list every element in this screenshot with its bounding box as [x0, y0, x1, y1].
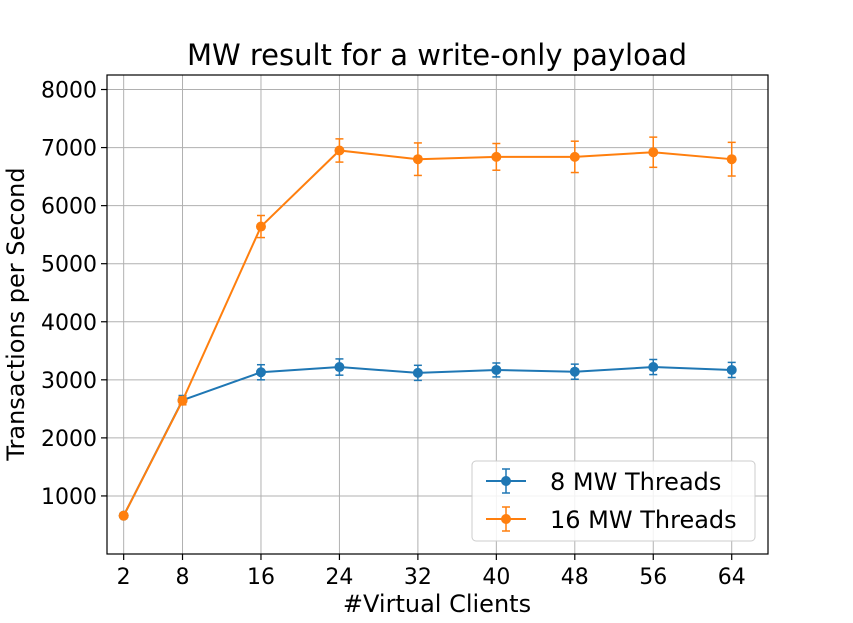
y-tick-label: 1000: [41, 485, 97, 510]
x-tick-label: 8: [176, 565, 190, 590]
x-tick-label: 16: [247, 565, 275, 590]
y-tick-label: 5000: [41, 253, 97, 278]
y-axis-label: Transactions per Second: [2, 167, 30, 461]
x-tick-label: 40: [482, 565, 510, 590]
legend-entries: 8 MW Threads 16 MW Threads: [486, 468, 737, 534]
series-layer: [118, 136, 737, 521]
data-point: [491, 151, 502, 162]
y-tick-label: 7000: [41, 137, 97, 162]
data-point: [412, 154, 423, 165]
legend-box: [471, 460, 756, 542]
y-tick-label: 8000: [41, 79, 97, 104]
x-tick-label: 48: [561, 565, 589, 590]
y-tick-label: 6000: [41, 195, 97, 220]
data-point: [569, 366, 580, 377]
x-tick-label: 24: [325, 565, 353, 590]
legend-entry-1: 8 MW Threads: [486, 468, 721, 496]
data-point: [412, 367, 423, 378]
data-point: [569, 151, 580, 162]
data-point: [726, 364, 737, 375]
data-point: [726, 154, 737, 165]
legend-label: 8 MW Threads: [550, 468, 721, 496]
data-point: [334, 362, 345, 373]
y-tick-label: 4000: [41, 311, 97, 336]
series-2: [118, 136, 737, 521]
chart-title: MW result for a write-only payload: [187, 38, 687, 72]
legend-label: 16 MW Threads: [550, 506, 737, 534]
legend: 8 MW Threads 16 MW Threads: [471, 460, 756, 542]
legend-entry-2: 16 MW Threads: [486, 506, 737, 534]
data-point: [334, 145, 345, 156]
y-tick-label: 3000: [41, 369, 97, 394]
x-tick-label: 64: [718, 565, 746, 590]
data-point: [255, 221, 266, 232]
data-point: [648, 362, 659, 373]
legend-marker: [501, 476, 511, 486]
x-axis-label: #Virtual Clients: [343, 590, 531, 618]
data-point: [648, 147, 659, 158]
data-point: [491, 364, 502, 375]
x-tick-label: 56: [639, 565, 667, 590]
data-point: [118, 510, 129, 521]
y-tick-label: 2000: [41, 427, 97, 452]
data-point: [177, 395, 188, 406]
ticks: 2 8 16 24 32 40 48 56 64 1000 2000 3000 4000 5000 6000…: [41, 79, 746, 590]
data-point: [255, 367, 266, 378]
plot-frame: [106, 74, 769, 555]
x-tick-label: 2: [117, 565, 131, 590]
x-tick-label: 32: [404, 565, 432, 590]
legend-marker: [501, 514, 511, 524]
